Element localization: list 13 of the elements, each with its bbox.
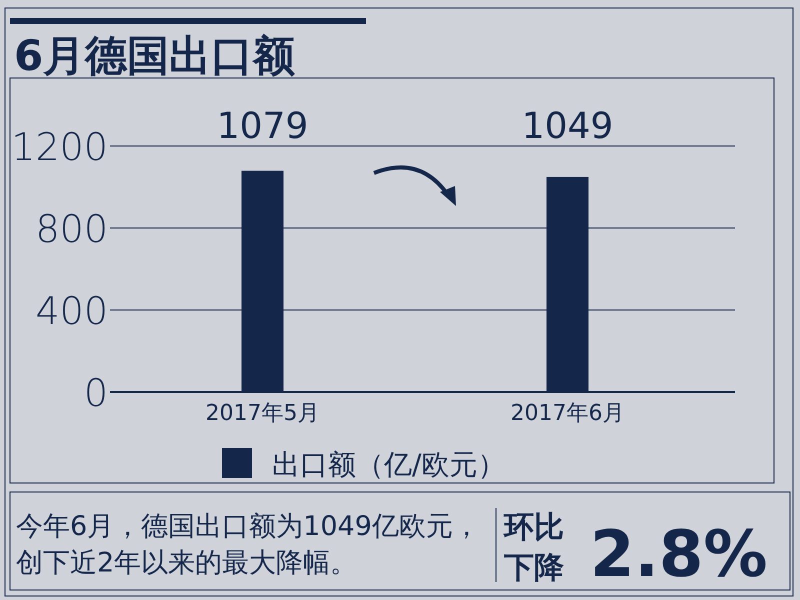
- text: 2.8%: [590, 518, 768, 592]
- y-tick-label: 800: [35, 207, 108, 251]
- text: 今年6月，德国出口额为1049亿欧元，创下近2年以来的最大降幅。: [16, 511, 480, 578]
- x-tick-label: 2017年6月: [510, 401, 624, 426]
- x-tick-label: 2017年5月: [206, 401, 320, 426]
- legend-label: 出口额（亿/欧元）: [272, 448, 506, 481]
- y-tick-label: 0: [84, 371, 108, 415]
- data-label: 1079: [216, 106, 308, 147]
- y-tick-label: 400: [35, 289, 108, 333]
- data-label: 1049: [522, 106, 614, 147]
- text: 环比下降: [503, 510, 564, 586]
- y-tick-label: 1200: [11, 125, 108, 169]
- chart-title: 6月德国出口额: [14, 31, 296, 80]
